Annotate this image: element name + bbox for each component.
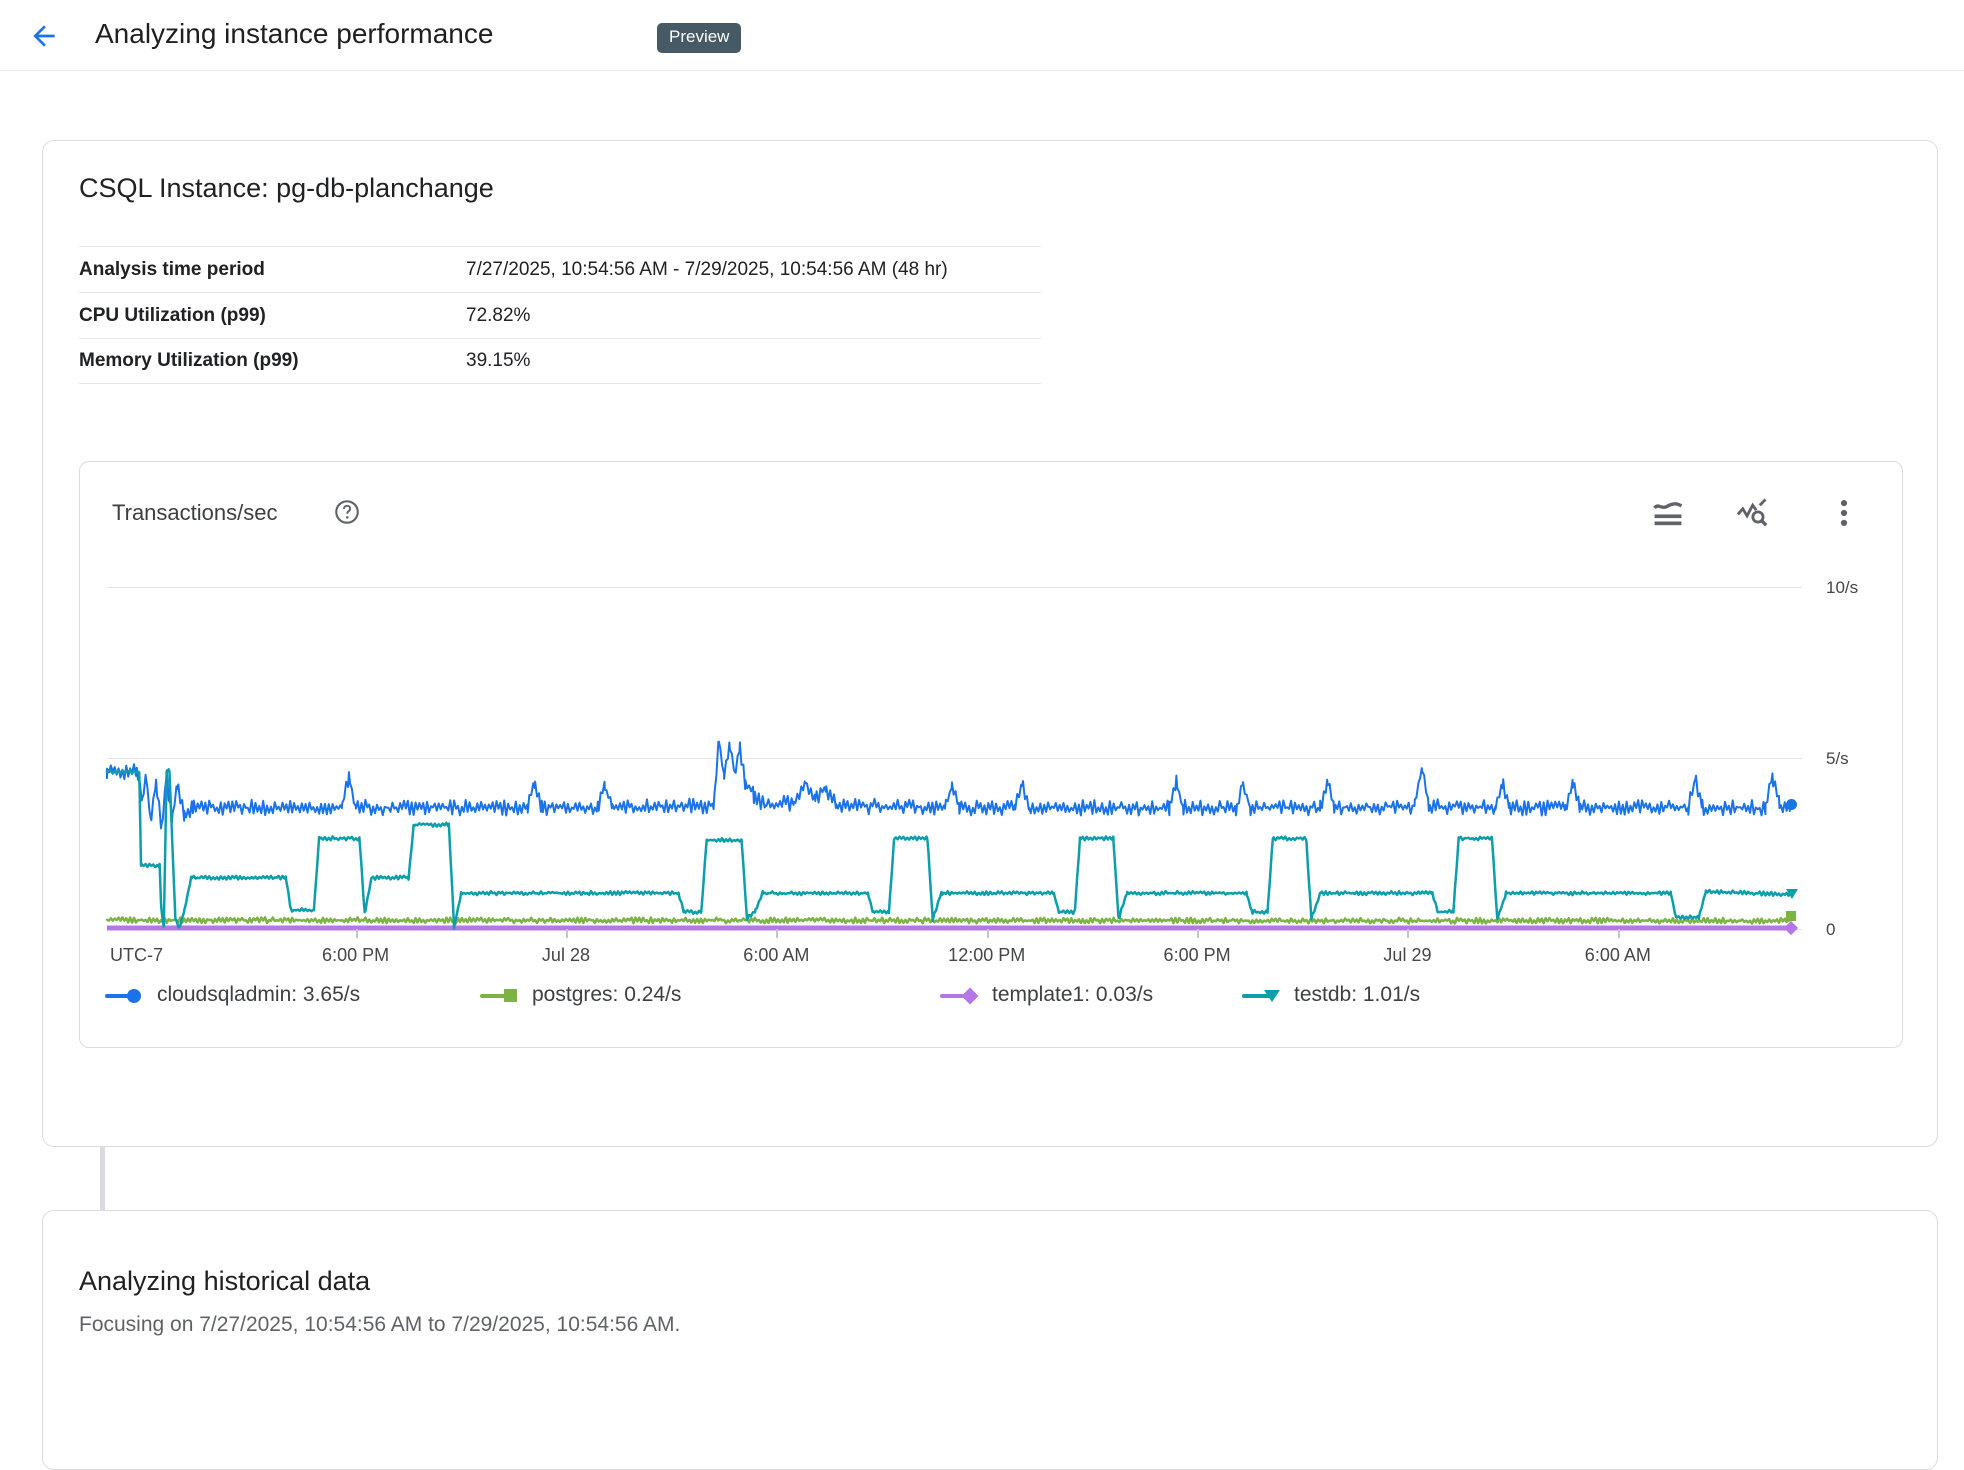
y-axis-label: 5/s: [1826, 749, 1849, 768]
x-axis-label: 12:00 PM: [948, 945, 1026, 965]
series-line-testdb: [107, 769, 1790, 928]
gridline-5: [107, 758, 1802, 759]
help-icon[interactable]: [332, 498, 362, 528]
square-marker-postgres: [1786, 910, 1796, 921]
legend-marker-square: [480, 987, 520, 1003]
back-button[interactable]: [24, 17, 64, 57]
legend-item-cloudsqladmin[interactable]: cloudsqladmin: 3.65/s: [105, 980, 360, 1010]
chart-explore-icon: [1735, 498, 1769, 533]
metric-value: 72.82%: [466, 304, 531, 326]
historical-analysis-card: Analyzing historical data Focusing on 7/…: [42, 1210, 1938, 1470]
x-axis-utc-label: UTC-7: [110, 945, 163, 965]
x-axis: UTC-7 6:00 PM Jul 28 6:00 AM 12:00 PM 6:00 PM…: [107, 945, 1802, 967]
analysis-card-title: Analyzing historical data: [79, 1266, 371, 1296]
metric-label: CPU Utilization (p99): [79, 304, 266, 326]
metric-value: 7/27/2025, 10:54:56 AM - 7/29/2025, 10:5…: [466, 258, 948, 280]
legend-marker-diamond: [940, 987, 980, 1004]
x-axis-label: 6:00 AM: [743, 945, 810, 965]
legend-item-testdb[interactable]: testdb: 1.01/s: [1242, 980, 1420, 1010]
table-row: Memory Utilization (p99) 39.15%: [79, 338, 1041, 384]
circle-marker-cloudsqladmin: [1786, 798, 1797, 810]
gridline-10: [107, 587, 1802, 588]
series-line-cloudsqladmin: [107, 742, 1790, 829]
legend-item-template1[interactable]: template1: 0.03/s: [940, 980, 1153, 1010]
x-axis-tick: [1617, 929, 1620, 938]
metric-label: Analysis time period: [79, 258, 265, 280]
y-axis-label: 10/s: [1826, 578, 1859, 597]
instance-summary-card: CSQL Instance: pg-db-planchange Analysis…: [42, 140, 1938, 1147]
x-axis-tick: [355, 929, 358, 938]
instance-card-title: CSQL Instance: pg-db-planchange: [79, 173, 494, 203]
page-title: Analyzing instance performance: [95, 18, 494, 49]
x-axis-label: 6:00 AM: [1584, 945, 1651, 965]
x-axis-label: Jul 29: [1383, 945, 1432, 965]
preview-badge: Preview: [657, 23, 742, 53]
table-row: CPU Utilization (p99) 72.82%: [79, 292, 1041, 338]
x-axis-tick: [1407, 929, 1410, 938]
page-header: Analyzing instance performance Preview: [0, 0, 1964, 71]
line-chart: [107, 587, 1790, 929]
card-connector-line: [100, 1147, 105, 1210]
chart-plot-area[interactable]: [107, 587, 1802, 929]
transactions-chart-card: Transactions/sec: [79, 461, 1903, 1048]
chart-title: Transactions/sec: [112, 500, 278, 525]
series-line-postgres: [107, 917, 1790, 923]
x-axis-label: 6:00 PM: [322, 945, 390, 965]
analysis-focus-text: Focusing on 7/27/2025, 10:54:56 AM to 7/…: [79, 1313, 681, 1336]
legend-marker-circle: [105, 987, 145, 1003]
area-chart-toggle-button[interactable]: [1648, 494, 1688, 534]
area-chart-icon: [1651, 501, 1685, 533]
legend-marker-triangle: [1242, 987, 1282, 1003]
triangle-down-marker-testdb: [1786, 889, 1798, 900]
legend-item-postgres[interactable]: postgres: 0.24/s: [480, 980, 681, 1010]
chart-more-menu-button[interactable]: [1824, 494, 1864, 534]
x-axis-tick: [776, 929, 779, 938]
metric-value: 39.15%: [466, 350, 531, 371]
instance-metrics-table: Analysis time period 7/27/2025, 10:54:56…: [79, 246, 1041, 384]
more-vert-icon: [1827, 499, 1861, 533]
metric-label: Memory Utilization (p99): [79, 350, 299, 371]
y-axis-label: 0: [1826, 920, 1836, 939]
x-axis-tick: [986, 929, 989, 938]
explore-chart-button[interactable]: [1732, 494, 1772, 534]
x-axis-tick: [565, 929, 568, 938]
x-axis-label: 6:00 PM: [1163, 945, 1231, 965]
x-axis-label: Jul 28: [541, 945, 590, 965]
x-axis-tick: [1197, 929, 1200, 938]
arrow-back-icon: [28, 24, 60, 55]
table-row: Analysis time period 7/27/2025, 10:54:56…: [79, 246, 1041, 292]
